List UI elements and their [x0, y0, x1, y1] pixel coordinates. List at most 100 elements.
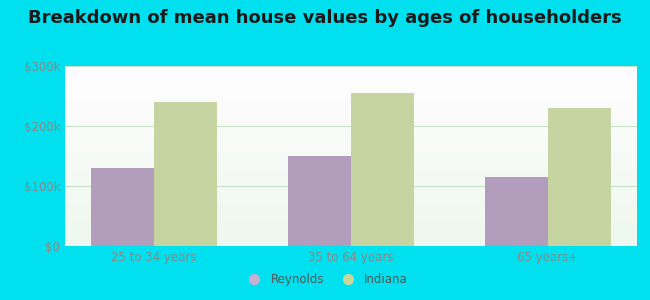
- Bar: [65, 96, 637, 98]
- Bar: [65, 194, 637, 195]
- Bar: [65, 88, 637, 90]
- Bar: [65, 114, 637, 116]
- Bar: [65, 108, 637, 110]
- Bar: [65, 230, 637, 231]
- Bar: [65, 222, 637, 224]
- Bar: [65, 153, 637, 154]
- Bar: [65, 98, 637, 99]
- Bar: [65, 129, 637, 130]
- Bar: [65, 128, 637, 129]
- Bar: [65, 111, 637, 112]
- Bar: [65, 220, 637, 222]
- Bar: [65, 140, 637, 141]
- Bar: [65, 138, 637, 140]
- Bar: [65, 72, 637, 74]
- Bar: [65, 167, 637, 168]
- Bar: [65, 234, 637, 236]
- Bar: [65, 142, 637, 144]
- Bar: [65, 90, 637, 92]
- Bar: [65, 162, 637, 164]
- Bar: [65, 144, 637, 146]
- Bar: [65, 210, 637, 212]
- Bar: [65, 186, 637, 188]
- Bar: [65, 122, 637, 123]
- Bar: [65, 102, 637, 104]
- Bar: [65, 66, 637, 68]
- Bar: [65, 132, 637, 134]
- Bar: [65, 136, 637, 138]
- Bar: [65, 238, 637, 240]
- Bar: [65, 150, 637, 152]
- Bar: [65, 93, 637, 94]
- Bar: [65, 232, 637, 234]
- Bar: [65, 208, 637, 210]
- Bar: [65, 225, 637, 226]
- Bar: [65, 120, 637, 122]
- Bar: [65, 154, 637, 156]
- Bar: [65, 183, 637, 184]
- Bar: [65, 214, 637, 216]
- Bar: [65, 171, 637, 172]
- Bar: [65, 184, 637, 186]
- Bar: [288, 156, 351, 246]
- Bar: [65, 212, 637, 213]
- Bar: [65, 134, 637, 135]
- Bar: [65, 158, 637, 159]
- Bar: [65, 242, 637, 243]
- Bar: [65, 70, 637, 72]
- Bar: [91, 168, 154, 246]
- Bar: [65, 228, 637, 230]
- Bar: [154, 102, 217, 246]
- Bar: [65, 176, 637, 177]
- Bar: [65, 87, 637, 88]
- Bar: [65, 99, 637, 100]
- Bar: [65, 123, 637, 124]
- Bar: [65, 243, 637, 244]
- Bar: [65, 152, 637, 153]
- Bar: [65, 156, 637, 158]
- Bar: [65, 169, 637, 171]
- Bar: [65, 177, 637, 178]
- Bar: [65, 146, 637, 147]
- Text: Breakdown of mean house values by ages of householders: Breakdown of mean house values by ages o…: [28, 9, 622, 27]
- Bar: [65, 130, 637, 132]
- Bar: [65, 196, 637, 198]
- Bar: [65, 180, 637, 182]
- Bar: [65, 78, 637, 80]
- Bar: [65, 190, 637, 192]
- Legend: Reynolds, Indiana: Reynolds, Indiana: [237, 269, 413, 291]
- Bar: [548, 108, 611, 246]
- Bar: [65, 216, 637, 218]
- Bar: [65, 76, 637, 78]
- Bar: [65, 213, 637, 214]
- Bar: [65, 75, 637, 76]
- Bar: [351, 93, 414, 246]
- Bar: [65, 240, 637, 242]
- Bar: [65, 192, 637, 194]
- Bar: [65, 80, 637, 81]
- Bar: [65, 148, 637, 150]
- Bar: [65, 200, 637, 201]
- Bar: [65, 135, 637, 136]
- Bar: [65, 147, 637, 148]
- Bar: [65, 92, 637, 93]
- Bar: [65, 141, 637, 142]
- Bar: [65, 94, 637, 96]
- Bar: [65, 110, 637, 111]
- Bar: [65, 189, 637, 190]
- Bar: [65, 237, 637, 238]
- Bar: [65, 117, 637, 118]
- Bar: [65, 69, 637, 70]
- Bar: [65, 100, 637, 102]
- Bar: [65, 218, 637, 219]
- Bar: [65, 236, 637, 237]
- Bar: [65, 126, 637, 128]
- Bar: [65, 207, 637, 208]
- Bar: [65, 74, 637, 75]
- Bar: [65, 168, 637, 170]
- Bar: [65, 202, 637, 204]
- Bar: [65, 231, 637, 232]
- Bar: [65, 106, 637, 108]
- Bar: [65, 118, 637, 120]
- Bar: [65, 201, 637, 202]
